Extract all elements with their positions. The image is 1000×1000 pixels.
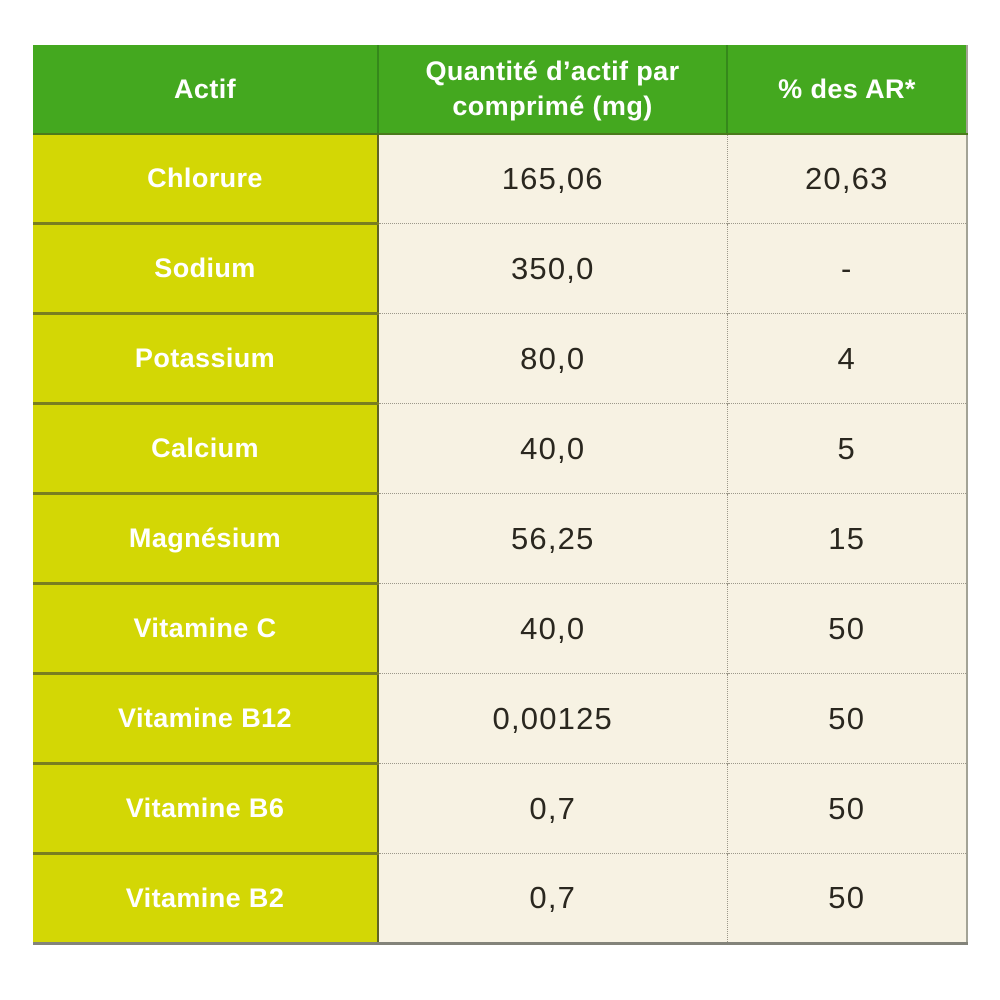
- row-label: Vitamine C: [33, 582, 379, 674]
- header-row: Actif Quantité d’actif par comprimé (mg)…: [33, 45, 967, 135]
- row-label: Magnésium: [33, 492, 379, 584]
- row-label: Vitamine B2: [33, 852, 379, 944]
- ar-value: 15: [726, 493, 967, 584]
- row-label: Sodium: [33, 222, 379, 314]
- quantity-value: 350,0: [378, 223, 727, 314]
- ar-value: 5: [726, 403, 967, 494]
- header-quantity-per-tablet: Quantité d’actif par comprimé (mg): [377, 45, 727, 135]
- quantity-value: 56,25: [378, 493, 727, 584]
- table-row-vitamine-b12: Vitamine B12 0,00125 50: [33, 672, 967, 764]
- table-row-vitamine-c: Vitamine C 40,0 50: [33, 582, 967, 674]
- ar-value: 20,63: [726, 134, 967, 224]
- row-label: Vitamine B12: [33, 672, 379, 764]
- nutrition-table: Actif Quantité d’actif par comprimé (mg)…: [33, 45, 968, 945]
- ar-value: 50: [726, 673, 967, 764]
- row-label: Potassium: [33, 312, 379, 404]
- header-percent-ar: % des AR*: [726, 45, 967, 135]
- quantity-value: 40,0: [378, 403, 727, 494]
- ar-value: 50: [726, 853, 967, 944]
- ar-value: -: [726, 223, 967, 314]
- quantity-value: 0,7: [378, 763, 727, 854]
- quantity-value: 0,7: [378, 853, 727, 944]
- row-label: Calcium: [33, 402, 379, 494]
- ar-value: 50: [726, 583, 967, 674]
- header-actif: Actif: [33, 45, 378, 135]
- row-label: Chlorure: [33, 134, 379, 224]
- row-label: Vitamine B6: [33, 762, 379, 854]
- quantity-value: 0,00125: [378, 673, 727, 764]
- ar-value: 4: [726, 313, 967, 404]
- ar-value: 50: [726, 763, 967, 854]
- table-row-sodium: Sodium 350,0 -: [33, 222, 967, 314]
- table-row-chlorure: Chlorure 165,06 20,63: [33, 134, 967, 224]
- table-row-vitamine-b2: Vitamine B2 0,7 50: [33, 852, 967, 944]
- quantity-value: 80,0: [378, 313, 727, 404]
- table-row-vitamine-b6: Vitamine B6 0,7 50: [33, 762, 967, 854]
- table-row-calcium: Calcium 40,0 5: [33, 402, 967, 494]
- quantity-value: 40,0: [378, 583, 727, 674]
- quantity-value: 165,06: [378, 134, 727, 224]
- table-row-potassium: Potassium 80,0 4: [33, 312, 967, 404]
- table-row-magnesium: Magnésium 56,25 15: [33, 492, 967, 584]
